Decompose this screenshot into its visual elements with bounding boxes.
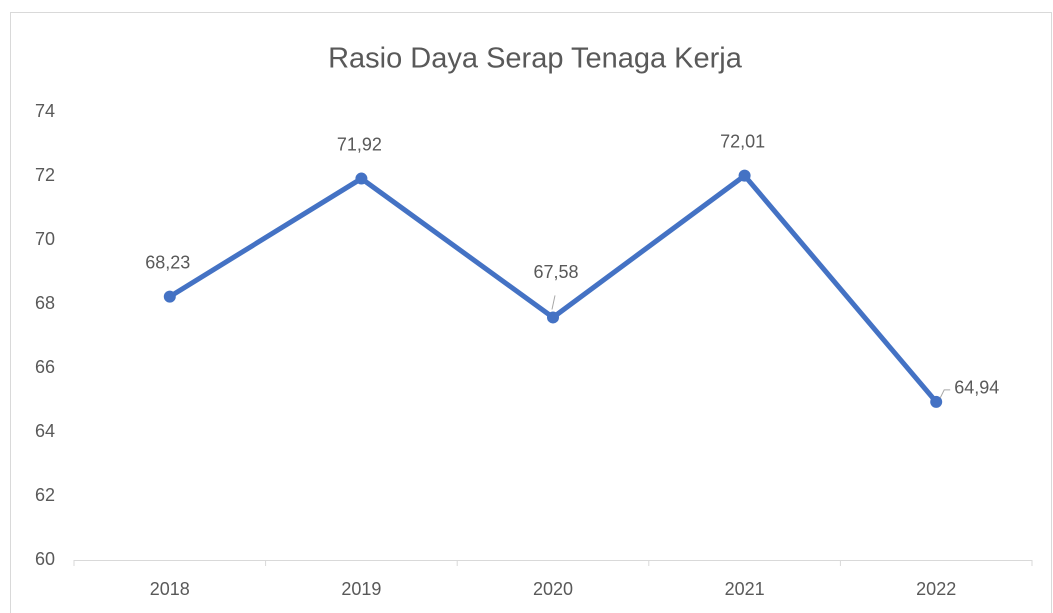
- point: [547, 311, 559, 324]
- point: [163, 290, 176, 303]
- y-tick-label: 68: [35, 293, 55, 313]
- data-label: 64,94: [954, 378, 999, 398]
- data-label: 72,01: [720, 131, 765, 151]
- point: [930, 395, 943, 408]
- y-tick-label: 72: [35, 165, 55, 185]
- data-label: 67,58: [533, 262, 578, 282]
- point: [738, 169, 751, 182]
- y-tick-label: 74: [35, 101, 55, 121]
- x-tick-label: 2018: [150, 579, 190, 599]
- x-tick-label: 2019: [341, 579, 381, 599]
- leader-line: [939, 389, 951, 399]
- point: [355, 172, 368, 185]
- chart-title: Rasio Daya Serap Tenaga Kerja: [328, 43, 743, 75]
- x-tick-label: 2020: [533, 579, 573, 599]
- leader-line: [551, 295, 556, 310]
- data-label: 71,92: [337, 134, 382, 154]
- y-tick-label: 60: [35, 549, 55, 569]
- x-tick-label: 2022: [916, 579, 956, 599]
- chart-border: [10, 12, 1052, 613]
- y-tick-label: 66: [35, 357, 55, 377]
- y-tick-label: 62: [35, 485, 55, 505]
- y-tick-label: 64: [35, 421, 55, 441]
- y-tick-label: 70: [35, 229, 55, 249]
- data-label: 68,23: [145, 252, 190, 272]
- x-tick-label: 2021: [725, 579, 765, 599]
